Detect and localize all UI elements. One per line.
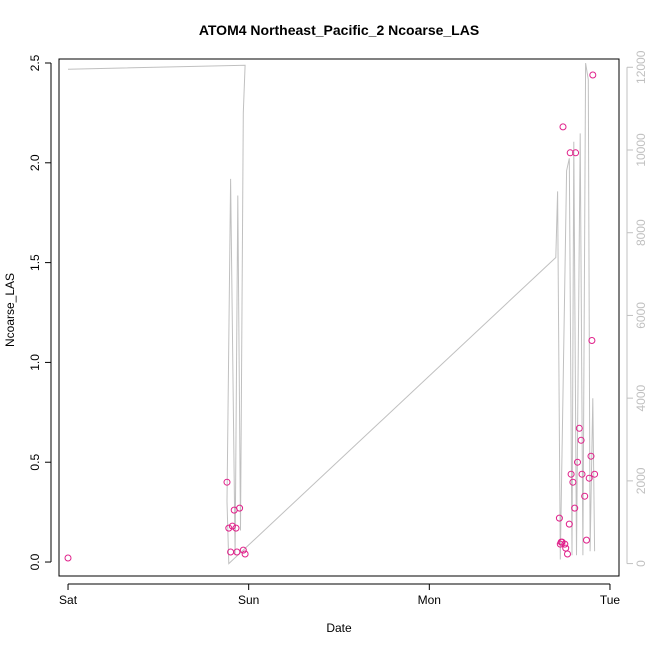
x-tick-label: Sat	[59, 593, 78, 607]
x-axis: Sat Sun Mon Tue	[59, 583, 621, 607]
y2-tick-label: 4000	[634, 384, 648, 411]
y-axis: 0.0 0.5 1.0 1.5 2.0 2.5	[28, 54, 52, 570]
x-tick-label: Tue	[600, 593, 621, 607]
data-point	[64, 554, 72, 562]
data-point	[559, 123, 567, 131]
data-point	[571, 504, 579, 512]
y2-tick-label: 0	[634, 560, 648, 567]
data-point	[236, 504, 244, 512]
data-point	[565, 520, 573, 528]
data-point	[577, 436, 585, 444]
y-tick-label: 2.0	[28, 154, 42, 171]
x-tick-label: Mon	[418, 593, 441, 607]
data-point	[589, 71, 597, 79]
y2-tick-label: 8000	[634, 219, 648, 246]
data-point	[555, 514, 563, 522]
y-tick-label: 1.5	[28, 254, 42, 271]
data-point	[574, 458, 581, 466]
data-point	[239, 546, 247, 554]
data-point	[583, 536, 590, 544]
data-point	[578, 470, 586, 478]
data-point	[575, 424, 583, 432]
y-axis-label: Ncoarse_LAS	[3, 273, 17, 347]
x-tick-label: Sun	[238, 593, 259, 607]
data-point	[564, 550, 571, 558]
data-point	[572, 149, 580, 157]
data-point	[232, 524, 240, 532]
data-point	[233, 548, 241, 556]
y2-tick-label: 2000	[634, 467, 648, 494]
y-tick-label: 0.0	[28, 553, 42, 570]
y-tick-label: 0.5	[28, 454, 42, 471]
series-line	[67, 63, 596, 565]
y-tick-label: 2.5	[28, 54, 42, 71]
data-point	[591, 470, 599, 478]
data-point	[228, 522, 236, 530]
data-point	[566, 149, 574, 157]
y2-tick-label: 6000	[634, 302, 648, 329]
y2-tick-label: 12000	[634, 50, 648, 84]
x-axis-label: Date	[326, 621, 352, 635]
data-point	[585, 474, 593, 482]
y2-axis: 0 2000 4000 6000 8000 10000 12000	[626, 50, 648, 567]
data-point	[561, 540, 569, 548]
y2-tick-label: 10000	[634, 133, 648, 167]
data-point	[581, 492, 589, 500]
data-point	[567, 470, 575, 478]
chart-title: ATOM4 Northeast_Pacific_2 Ncoarse_LAS	[199, 22, 479, 38]
data-point	[588, 337, 596, 344]
data-point	[569, 478, 577, 486]
data-point	[223, 478, 231, 486]
data-point	[587, 452, 595, 460]
data-point	[225, 524, 233, 532]
plot-frame	[58, 58, 620, 577]
y-tick-label: 1.0	[28, 354, 42, 371]
plot-area	[64, 63, 599, 565]
data-point	[241, 550, 249, 558]
